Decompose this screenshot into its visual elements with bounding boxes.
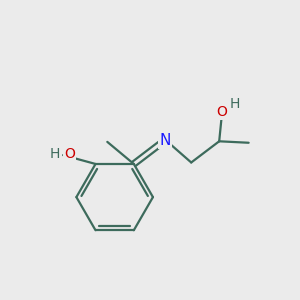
Text: N: N	[159, 133, 170, 148]
Text: O: O	[217, 105, 228, 119]
Text: H: H	[50, 147, 60, 161]
Text: H: H	[229, 98, 240, 112]
Text: O: O	[64, 147, 75, 161]
